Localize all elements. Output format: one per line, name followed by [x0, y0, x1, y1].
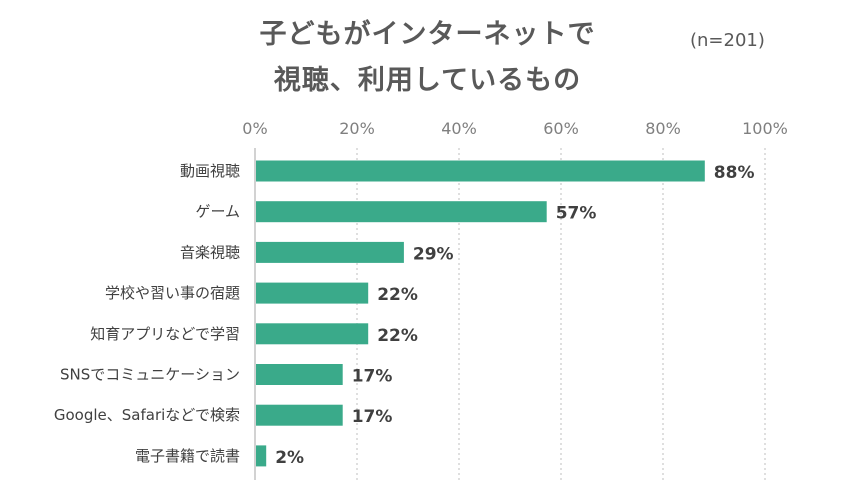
category-label: SNSでコミュニケーション [60, 366, 240, 384]
value-label: 29% [413, 244, 454, 264]
x-tick-label: 100% [742, 119, 788, 138]
value-label: 57% [556, 204, 597, 224]
value-label: 22% [377, 285, 418, 305]
value-label: 17% [352, 407, 393, 427]
x-tick-label: 80% [645, 119, 681, 138]
category-label: 知育アプリなどで学習 [90, 325, 240, 343]
category-label: 動画視聴 [180, 162, 240, 180]
category-label: 音楽視聴 [180, 243, 240, 261]
bar [256, 404, 343, 426]
chart-title-line1: 子どもがインターネットで [259, 19, 596, 50]
bar [256, 323, 369, 345]
category-label: 電子書籍で読書 [135, 447, 240, 465]
bar [256, 364, 343, 385]
x-tick-label: 60% [543, 119, 579, 138]
value-label: 17% [352, 367, 393, 387]
value-label: 22% [377, 326, 418, 346]
value-label: 2% [275, 448, 304, 468]
sample-size-note: (n=201) [690, 30, 765, 51]
bar [256, 201, 547, 223]
category-label: Google、Safariなどで検索 [54, 406, 240, 424]
bar [256, 445, 267, 467]
category-label: 学校や習い事の宿題 [105, 284, 240, 302]
bar [256, 282, 369, 304]
bar [256, 160, 705, 182]
x-tick-label: 0% [242, 119, 267, 138]
bar [256, 241, 404, 263]
x-tick-label: 20% [339, 119, 375, 138]
x-tick-label: 40% [441, 119, 477, 138]
category-label: ゲーム [195, 203, 240, 221]
value-label: 88% [714, 163, 755, 183]
chart-title-line2: 視聴、利用しているもの [273, 65, 582, 96]
